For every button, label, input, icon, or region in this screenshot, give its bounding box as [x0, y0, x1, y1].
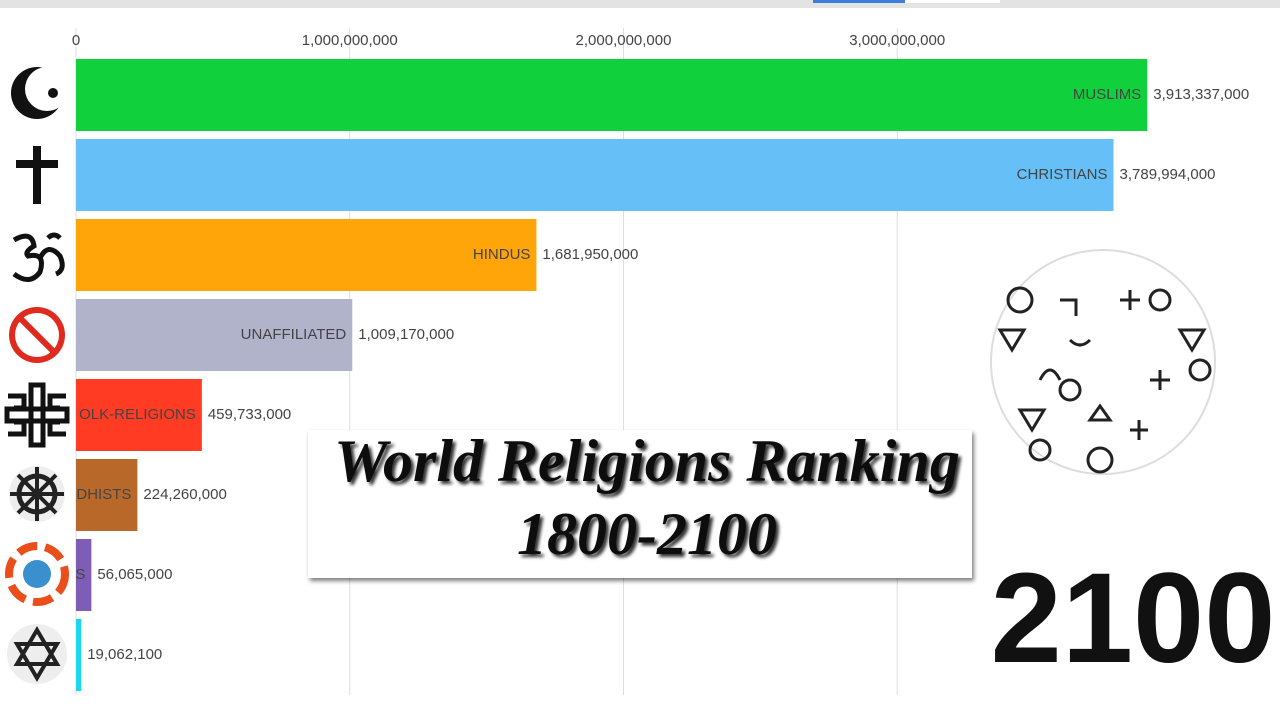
icons	[4, 67, 70, 684]
symbols-collage	[990, 249, 1216, 475]
category-label: S	[75, 566, 85, 583]
category-label: CHRISTIANS	[1017, 166, 1108, 183]
value-label: 224,260,000	[143, 486, 226, 503]
x-tick-label: 2,000,000,000	[576, 32, 672, 49]
bar	[76, 299, 353, 371]
category-label: DHISTS	[76, 486, 131, 503]
value-label: 1,009,170,000	[358, 326, 454, 343]
value-label: 19,062,100	[87, 646, 162, 663]
value-label: 3,913,337,000	[1153, 86, 1249, 103]
x-tick-label: 0	[72, 32, 80, 49]
title-box	[308, 430, 972, 578]
year-label: 2100	[991, 547, 1276, 690]
progress-rest	[905, 0, 1000, 3]
grid: 0 1,000,000,000 2,000,000,000 3,000,000,000	[72, 28, 945, 695]
bars: MUSLIMS 3,913,337,000 CHRISTIANS 3,789,994,…	[75, 59, 1249, 691]
chart-title: World Religions Ranking	[334, 428, 960, 494]
bar	[76, 59, 1148, 131]
bar	[76, 459, 138, 531]
top-strip	[0, 0, 1280, 8]
category-label: UNAFFILIATED	[241, 326, 347, 343]
bar	[76, 219, 537, 291]
bar	[76, 139, 1114, 211]
value-label: 3,789,994,000	[1120, 166, 1216, 183]
x-tick-label: 1,000,000,000	[302, 32, 398, 49]
category-label: OLK-RELIGIONS	[79, 406, 196, 423]
x-tick-label: 3,000,000,000	[849, 32, 945, 49]
progress	[813, 0, 905, 3]
value-label: 459,733,000	[208, 406, 291, 423]
chart-subtitle: 1800-2100	[517, 501, 777, 567]
category-label: MUSLIMS	[1073, 86, 1141, 103]
value-label: 1,681,950,000	[542, 246, 638, 263]
value-label: 56,065,000	[97, 566, 172, 583]
bar	[76, 619, 82, 691]
bar	[76, 379, 202, 451]
category-label: HINDUS	[473, 246, 531, 263]
bar	[76, 539, 92, 611]
